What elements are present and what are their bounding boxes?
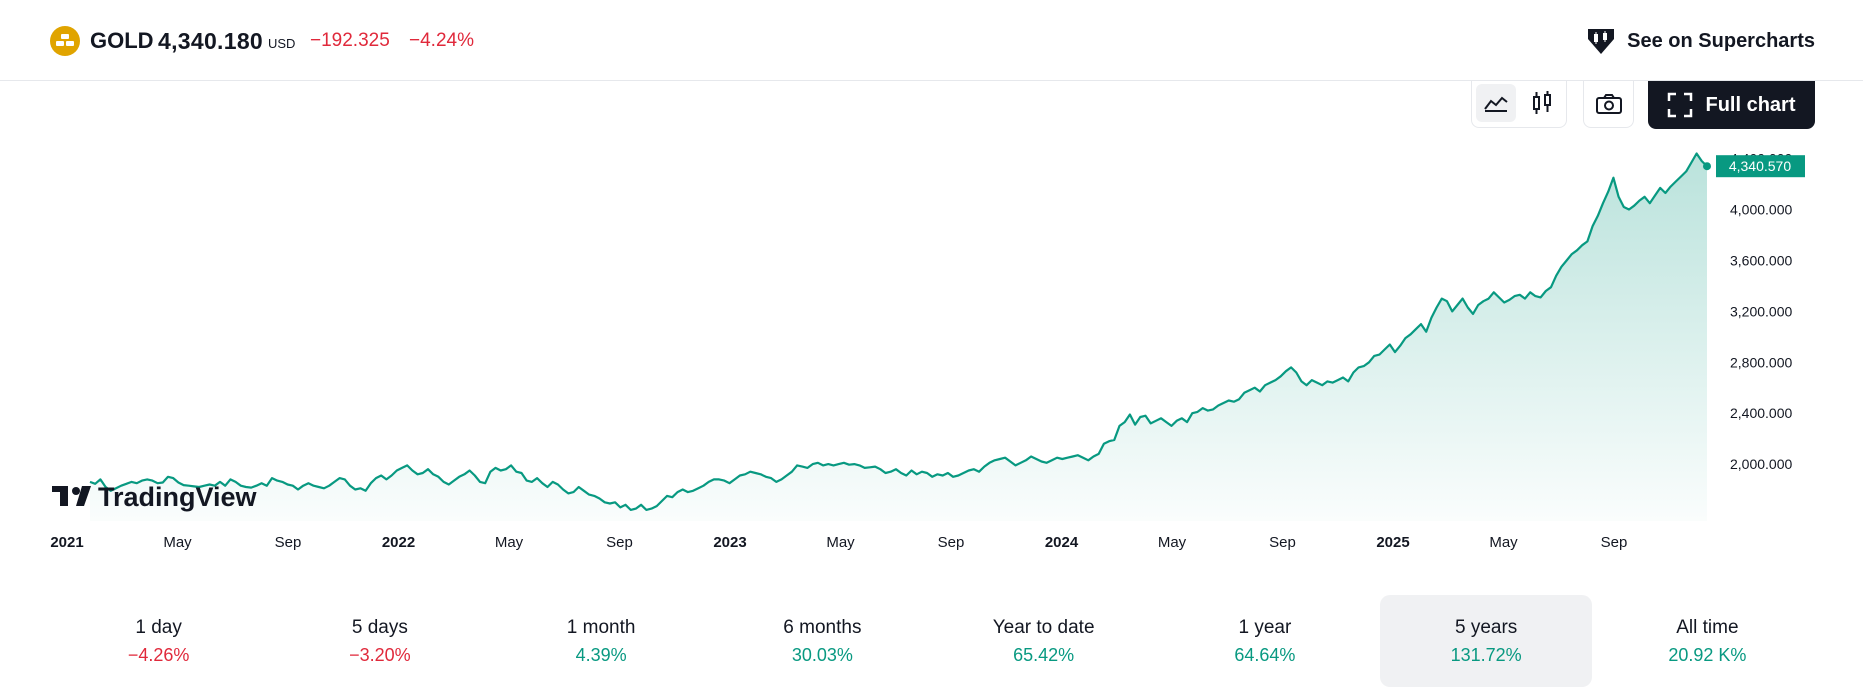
period-label: Year to date: [992, 616, 1095, 638]
period-1-year[interactable]: 1 year 64.64%: [1159, 595, 1371, 687]
chart-style-switcher: [1471, 81, 1567, 128]
expand-icon: [1668, 92, 1693, 118]
price-axis: 4,400.0004,000.0003,600.0003,200.0002,80…: [1716, 151, 1805, 472]
period-year-to-date[interactable]: Year to date 65.42%: [938, 595, 1150, 687]
period-change: −4.26%: [127, 644, 190, 665]
period-change: 30.03%: [791, 644, 853, 665]
camera-icon: [1595, 94, 1622, 114]
y-tick-label: 4,000.000: [1730, 202, 1792, 218]
x-tick-label: Sep: [938, 534, 965, 551]
period-label: All time: [1676, 616, 1739, 638]
period-label: 5 days: [351, 616, 408, 638]
candles-style-button[interactable]: [1522, 84, 1562, 122]
period-change: 4.39%: [575, 644, 627, 665]
series-area-fill: [90, 153, 1707, 521]
x-tick-label: May: [495, 534, 524, 551]
period-label: 1 day: [135, 616, 182, 638]
period-label: 5 years: [1454, 616, 1518, 638]
last-price: 4,340.180: [158, 28, 264, 54]
tradingview-watermark: TradingView: [52, 482, 258, 512]
x-tick-label: 2023: [713, 534, 746, 551]
price-change-percent: −4.24%: [409, 30, 474, 51]
last-price-tag-label: 4,340.570: [1729, 158, 1791, 174]
x-tick-label: 2022: [382, 534, 415, 551]
x-tick-label: May: [1158, 534, 1187, 551]
x-tick-label: Sep: [1269, 534, 1296, 551]
y-tick-label: 3,200.000: [1730, 303, 1792, 319]
last-price-tag: [1716, 155, 1805, 178]
x-tick-label: Sep: [275, 534, 302, 551]
line-chart-icon: [1484, 96, 1508, 112]
period-1-day[interactable]: 1 day −4.26%: [53, 595, 265, 687]
see-on-supercharts-link[interactable]: See on Supercharts: [1585, 24, 1815, 58]
x-tick-label: 2021: [50, 534, 83, 551]
x-tick-label: May: [1489, 534, 1518, 551]
chart-plot-area: [89, 152, 1711, 521]
period-label: 1 month: [566, 616, 636, 638]
period-label: 1 year: [1238, 616, 1292, 638]
full-chart-button[interactable]: Full chart: [1648, 81, 1815, 129]
watermark-text: TradingView: [98, 482, 258, 512]
period-1-month[interactable]: 1 month 4.39%: [495, 595, 707, 687]
period-change: −3.20%: [349, 644, 411, 665]
tradingview-badge-icon: [1588, 29, 1615, 54]
symbol-name: GOLD: [90, 28, 154, 53]
x-tick-label: 2025: [1376, 534, 1409, 551]
last-point-marker: [1703, 162, 1711, 171]
period-change: 20.92 K%: [1668, 644, 1747, 665]
currency-label: USD: [268, 36, 296, 51]
period-all-time[interactable]: All time 20.92 K%: [1601, 595, 1813, 687]
x-tick-label: 2024: [1045, 534, 1079, 551]
time-axis: 2021 May Sep 2022 May Sep 2023 May Sep 2024 May Sep…: [50, 534, 1627, 551]
x-tick-label: May: [826, 534, 855, 551]
y-tick-label: 3,600.000: [1730, 252, 1792, 268]
snapshot-button[interactable]: [1583, 81, 1634, 128]
x-tick-label: May: [163, 534, 192, 551]
period-change: 64.64%: [1234, 644, 1296, 665]
full-chart-label: Full chart: [1705, 93, 1796, 116]
period-5-days[interactable]: 5 days −3.20%: [274, 595, 486, 687]
period-6-months[interactable]: 6 months 30.03%: [716, 595, 928, 687]
gold-bars-icon: [50, 26, 80, 56]
series-line: [89, 152, 1708, 511]
line-style-button[interactable]: [1476, 84, 1516, 122]
y-tick-label: 2,400.000: [1730, 405, 1792, 421]
y-tick-label: 2,800.000: [1730, 354, 1792, 370]
x-tick-label: Sep: [606, 534, 633, 551]
x-tick-label: Sep: [1601, 534, 1628, 551]
period-change: 65.42%: [1013, 644, 1075, 665]
period-change: 131.72%: [1450, 644, 1522, 665]
period-performance-bar: 1 day −4.26% 5 days −3.20% 1 month 4.39% 6 mon…: [48, 595, 1818, 687]
price-chart[interactable]: 4,400.0004,000.0003,600.0003,200.0002,80…: [0, 81, 1863, 581]
price-change: −192.325: [310, 30, 390, 51]
candlestick-icon: [1533, 91, 1551, 114]
period-5-years[interactable]: 5 years 131.72%: [1380, 595, 1593, 687]
tradingview-logo-icon: [52, 486, 91, 506]
period-label: 6 months: [783, 616, 862, 638]
symbol-header: GOLD 4,340.180 USD −192.325 −4.24% See o…: [0, 0, 1863, 81]
y-tick-label: 2,000.000: [1730, 456, 1792, 472]
supercharts-label: See on Supercharts: [1627, 29, 1815, 52]
